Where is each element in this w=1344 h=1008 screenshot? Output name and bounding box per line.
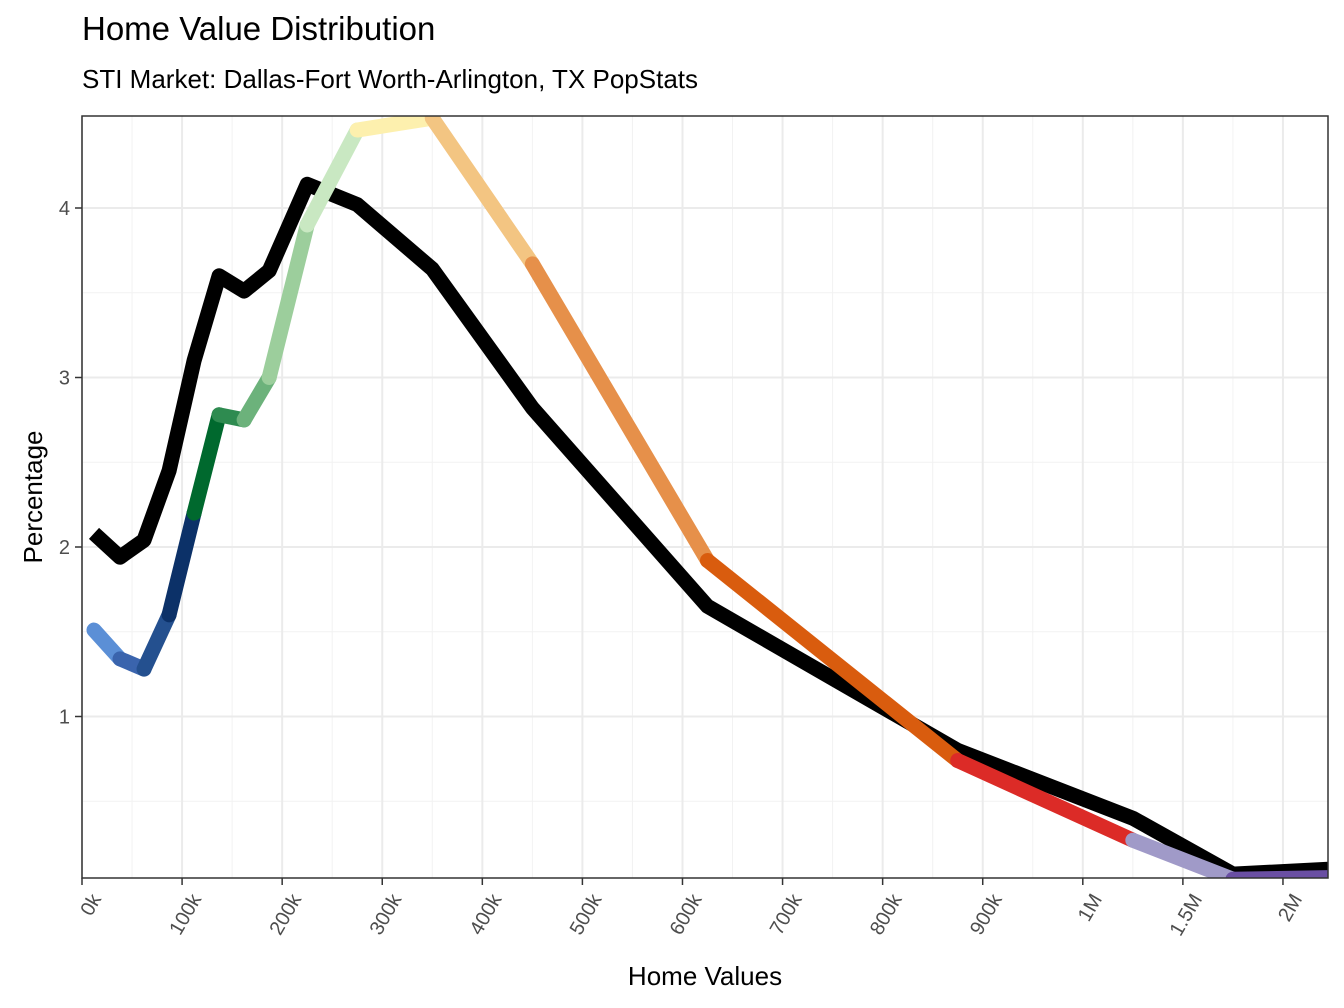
series-segment — [161, 505, 202, 623]
x-tick-label: 1.5M — [1166, 890, 1207, 940]
series-segment — [136, 607, 177, 677]
series-segment — [236, 370, 277, 428]
x-tick-label: 100k — [165, 889, 206, 938]
panel-border — [81, 115, 1329, 879]
series-line-black — [88, 176, 1328, 878]
x-tick-label: 900k — [966, 889, 1007, 938]
y-tick-label: 2 — [59, 537, 70, 559]
series-segment — [700, 553, 966, 769]
y-tick-label: 3 — [59, 368, 70, 390]
x-tick-label: 200k — [266, 889, 307, 938]
x-tick-label: 1M — [1074, 890, 1107, 925]
chart-title: Home Value Distribution — [82, 10, 436, 47]
series-group — [86, 116, 1328, 878]
grid-layer — [81, 116, 1328, 878]
x-tick-label: 2M — [1274, 890, 1307, 925]
y-tick-label: 4 — [59, 198, 70, 220]
x-tick-label: 600k — [666, 889, 707, 938]
x-tick-label: 0k — [76, 889, 106, 919]
series-segment — [261, 217, 315, 385]
chart-subtitle: STI Market: Dallas-Fort Worth-Arlington,… — [82, 64, 699, 94]
series-segment — [524, 256, 716, 569]
series-layer — [86, 116, 1328, 878]
series-segment — [1125, 832, 1241, 878]
x-tick-label: 800k — [866, 889, 907, 938]
x-tick-label: 400k — [466, 889, 507, 938]
series-segment — [424, 116, 540, 272]
x-tick-label: 700k — [766, 889, 807, 938]
series-segment — [299, 122, 365, 233]
x-tick-label: 300k — [366, 889, 407, 938]
series-segment — [349, 116, 440, 138]
x-tick-label: 500k — [566, 889, 607, 938]
y-tick-label: 1 — [59, 707, 70, 729]
series-segment — [186, 407, 227, 521]
y-axis-title: Percentage — [18, 431, 48, 564]
plot-panel — [82, 116, 1328, 878]
series-segment — [950, 753, 1141, 848]
x-axis-title: Home Values — [628, 961, 782, 991]
